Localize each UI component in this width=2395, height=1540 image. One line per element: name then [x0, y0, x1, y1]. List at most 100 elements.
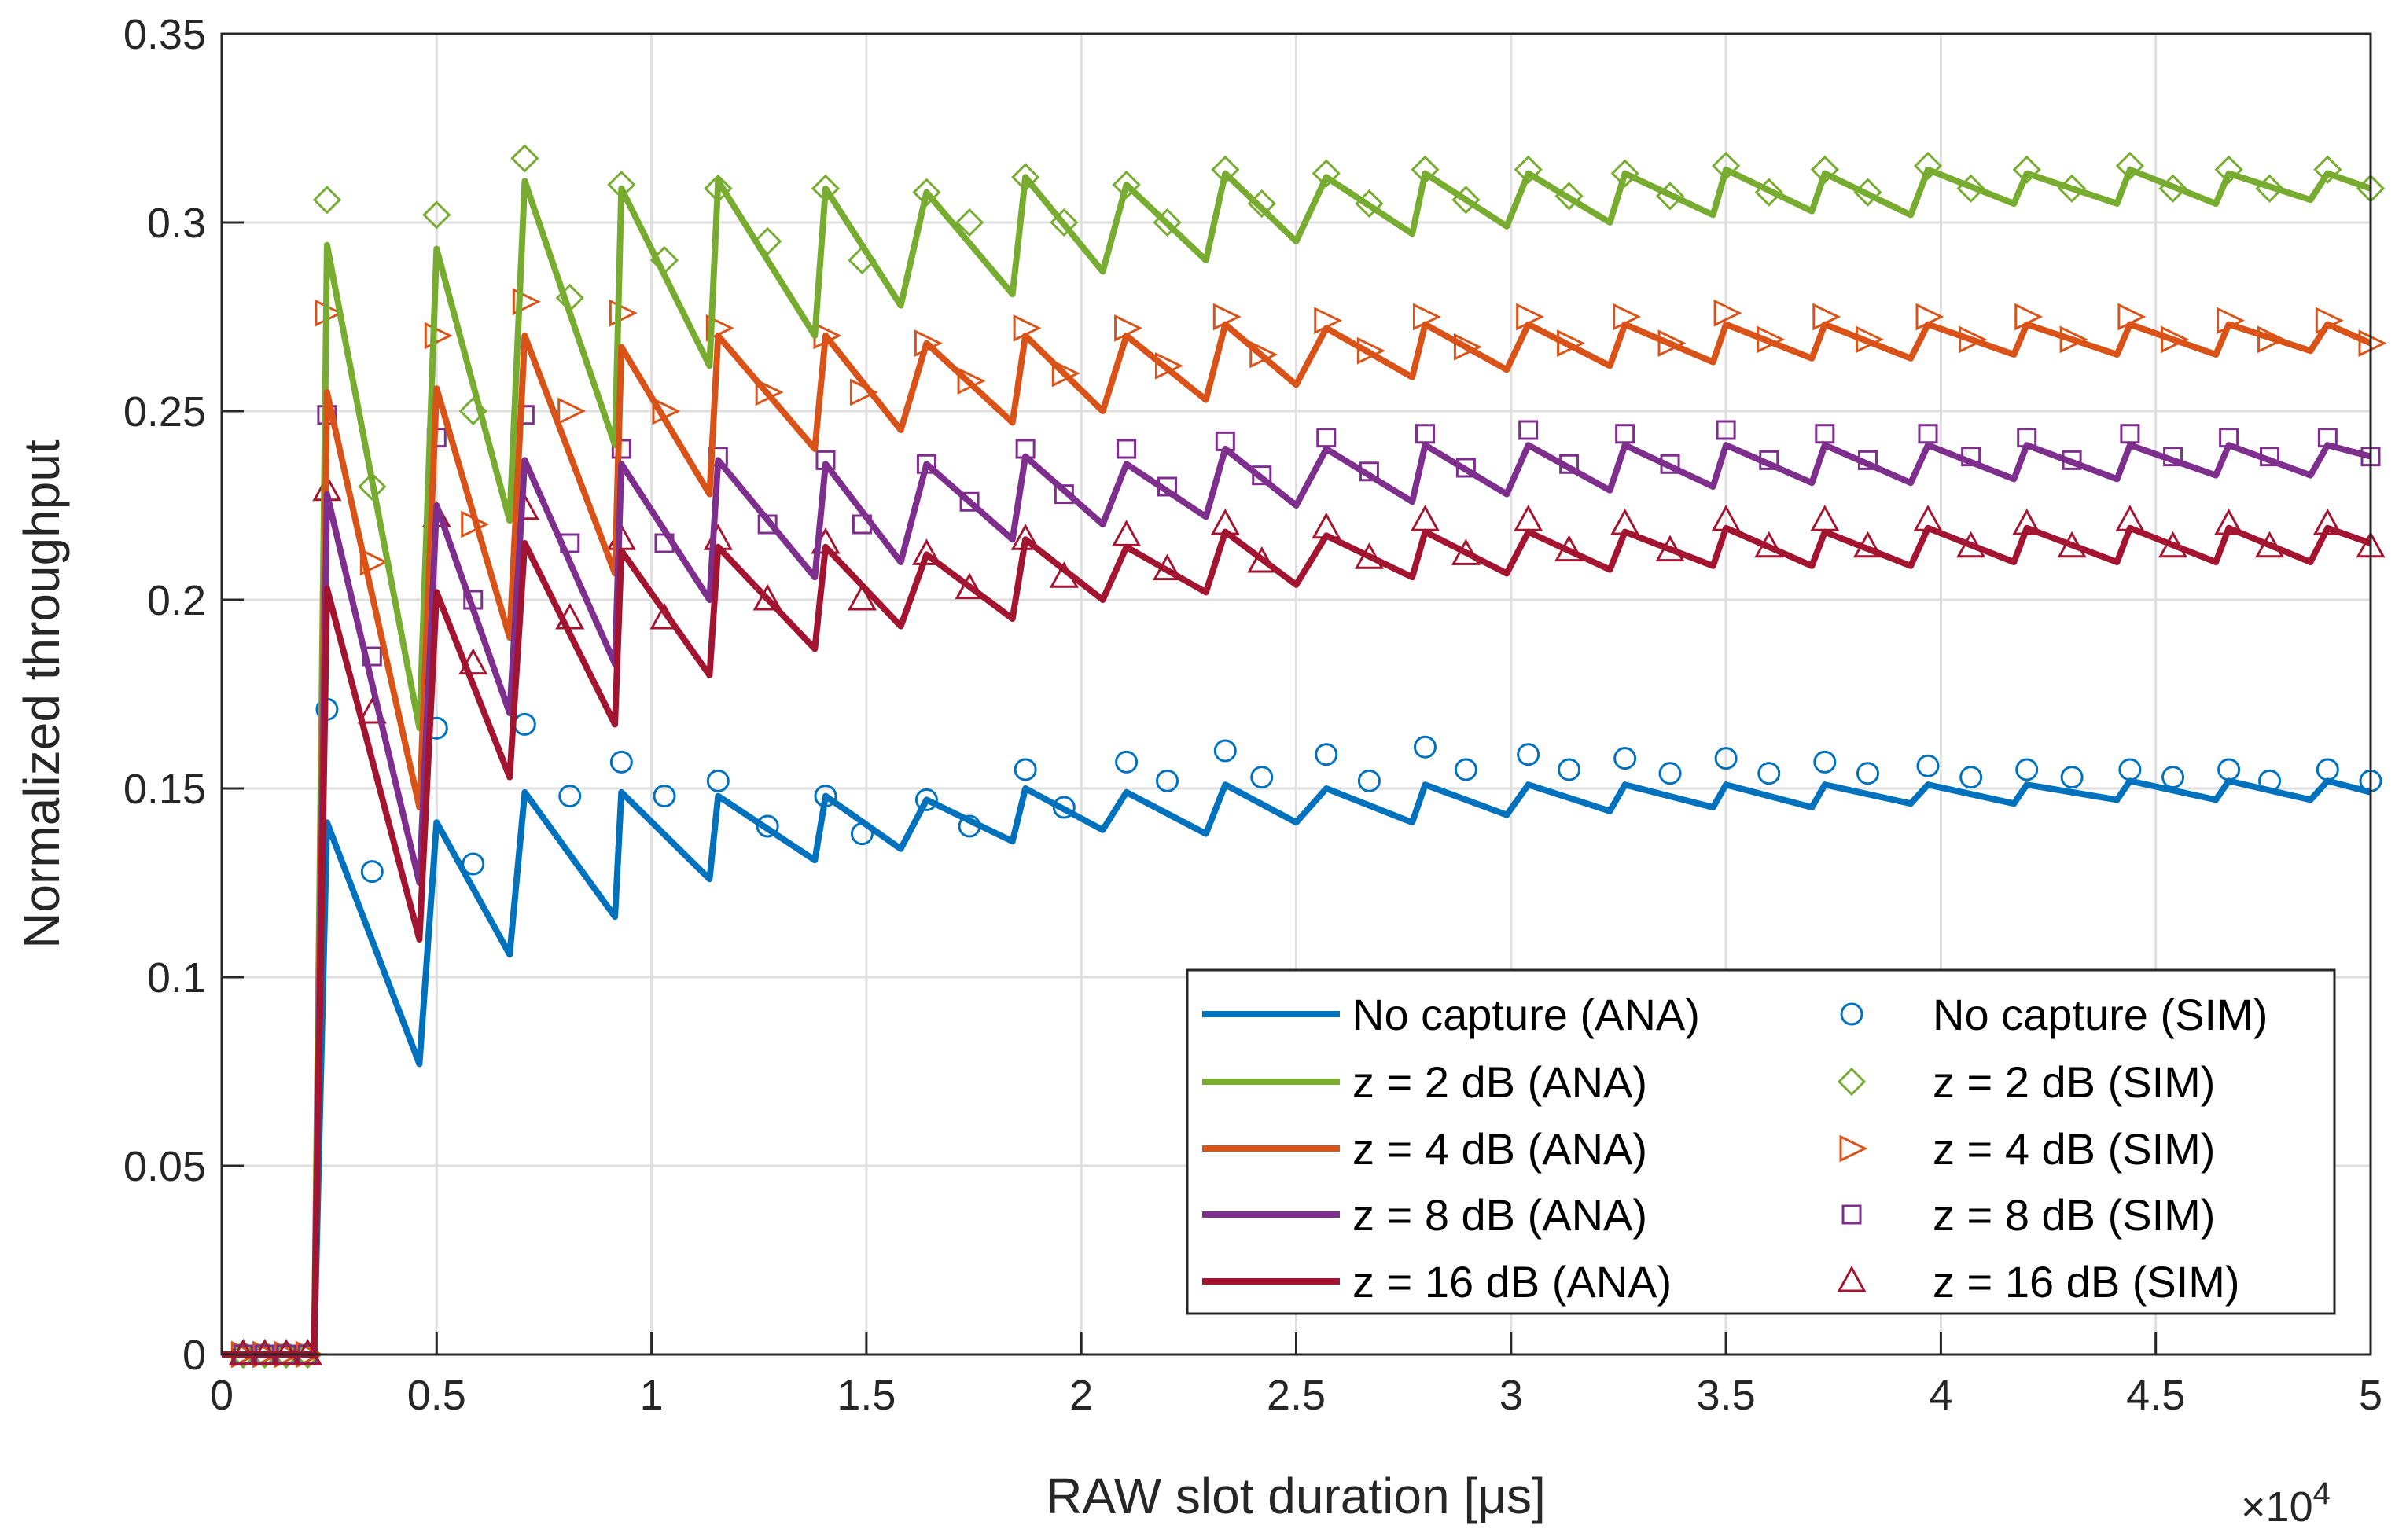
- data-point-marker: [1415, 424, 1435, 444]
- data-point-marker: [1558, 758, 1581, 781]
- ana-line-1: [222, 166, 2372, 1358]
- y-tick-label: 0.1: [147, 954, 206, 1002]
- legend-marker-swatch: [1841, 1204, 1862, 1225]
- data-point-marker: [312, 186, 342, 215]
- x-tick-label: 3.5: [1697, 1372, 1756, 1419]
- data-point-marker: [756, 814, 779, 838]
- data-point-marker: [512, 288, 541, 316]
- data-point-marker: [1054, 484, 1074, 505]
- data-point-marker: [1250, 766, 1274, 789]
- y-tick-label: 0.25: [123, 388, 206, 436]
- x-tick-label: 5: [2359, 1372, 2382, 1419]
- legend-marker-swatch: [1837, 1067, 1867, 1097]
- ana-line-3: [222, 442, 2372, 1358]
- y-axis-label: Normalized throughput: [13, 439, 70, 949]
- data-point-marker: [1518, 420, 1539, 440]
- data-point-marker: [557, 397, 587, 425]
- data-point-marker: [2257, 325, 2286, 354]
- data-point-marker: [1813, 750, 1837, 774]
- data-point-marker: [1117, 439, 1137, 459]
- data-point-marker: [1959, 325, 1988, 354]
- data-point-marker: [463, 590, 484, 610]
- data-point-marker: [815, 450, 836, 470]
- legend-label: z = 4 dB (ANA): [1352, 1124, 1647, 1174]
- data-point-marker: [1716, 420, 1736, 440]
- legend-label: z = 4 dB (SIM): [1933, 1124, 2215, 1174]
- legend-label: z = 8 dB (SIM): [1933, 1190, 2215, 1240]
- ticks: 0 0.5 1 1.5 2 2.5 3 3.5 4 4.5 5 0 0.05 0.1 0.15 0.2 0.25…: [123, 11, 2382, 1419]
- x-tick-label: 2: [1069, 1372, 1093, 1419]
- data-point-marker: [558, 785, 582, 808]
- legend-label: z = 2 dB (ANA): [1352, 1057, 1647, 1107]
- y-tick-label: 0: [182, 1332, 206, 1379]
- data-point-marker: [1514, 155, 1543, 184]
- y-tick-label: 0.2: [147, 577, 206, 624]
- data-point-marker: [1413, 735, 1437, 759]
- data-point-marker: [2060, 766, 2084, 789]
- data-point-marker: [1517, 743, 1540, 766]
- data-point-marker: [358, 472, 387, 502]
- y-tick-label: 0.35: [123, 11, 206, 58]
- legend-marker-swatch: [1837, 1265, 1867, 1292]
- legend-label: z = 16 dB (SIM): [1933, 1257, 2240, 1307]
- data-point-marker: [1856, 762, 1879, 785]
- data-point-marker: [1315, 743, 1338, 766]
- data-point-marker: [1213, 739, 1237, 763]
- y-tick-label: 0.3: [147, 200, 206, 247]
- data-point-marker: [424, 322, 453, 350]
- data-point-marker: [1959, 766, 1983, 789]
- data-point-marker: [955, 572, 984, 600]
- data-point-marker: [2012, 155, 2041, 184]
- data-point-marker: [1316, 428, 1337, 448]
- data-point-marker: [2313, 155, 2342, 184]
- legend-label: z = 16 dB (ANA): [1352, 1257, 1672, 1307]
- data-point-marker: [1115, 750, 1139, 774]
- data-point-marker: [1357, 769, 1381, 792]
- data-point-marker: [1615, 424, 1635, 444]
- data-point-marker: [1714, 747, 1738, 770]
- data-point-marker: [1610, 159, 1639, 188]
- legend-label: z = 2 dB (SIM): [1933, 1057, 2215, 1107]
- data-point-marker: [1052, 796, 1076, 819]
- legend-marker-swatch: [1840, 1002, 1863, 1026]
- data-point-marker: [1713, 299, 1742, 327]
- legend-label: z = 8 dB (ANA): [1352, 1190, 1647, 1240]
- data-point-marker: [653, 785, 676, 808]
- data-point-marker: [1051, 359, 1080, 388]
- data-point-marker: [1156, 769, 1179, 792]
- data-point-marker: [2120, 424, 2140, 444]
- data-point-marker: [2360, 447, 2381, 467]
- data-point-marker: [422, 200, 451, 230]
- data-point-marker: [955, 208, 984, 237]
- data-point-marker: [914, 788, 938, 811]
- data-point-marker: [360, 860, 384, 884]
- data-point-marker: [1015, 439, 1036, 459]
- data-point-marker: [510, 144, 539, 173]
- data-point-marker: [1454, 758, 1477, 781]
- data-point-marker: [2161, 325, 2190, 354]
- legend: No capture (ANA) z = 2 dB (ANA) z = 4 dB (…: [1186, 968, 2336, 1315]
- x-exponent-label: ×104: [2241, 1476, 2331, 1531]
- x-tick-label: 0: [210, 1372, 234, 1419]
- data-point-marker: [2214, 155, 2243, 184]
- data-point-marker: [611, 439, 631, 459]
- data-point-marker: [706, 769, 730, 792]
- data-point-marker: [359, 548, 388, 576]
- data-point-marker: [1815, 424, 1835, 444]
- x-exponent-base: ×10: [2241, 1483, 2313, 1531]
- data-point-marker: [1014, 758, 1037, 781]
- legend-marker-swatch: [1839, 1134, 1868, 1163]
- data-point-marker: [911, 538, 941, 565]
- data-point-marker: [609, 750, 633, 774]
- legend-label: No capture (ANA): [1352, 990, 1700, 1039]
- x-tick-label: 1.5: [837, 1372, 896, 1419]
- data-point-marker: [1918, 424, 1938, 444]
- data-point-marker: [1215, 431, 1235, 451]
- data-point-marker: [2015, 758, 2039, 781]
- x-exponent-power: 4: [2313, 1476, 2331, 1511]
- data-point-marker: [609, 299, 638, 327]
- data-point-marker: [1657, 329, 1687, 357]
- ana-line-0: [222, 777, 2372, 1358]
- data-point-marker: [1112, 170, 1141, 200]
